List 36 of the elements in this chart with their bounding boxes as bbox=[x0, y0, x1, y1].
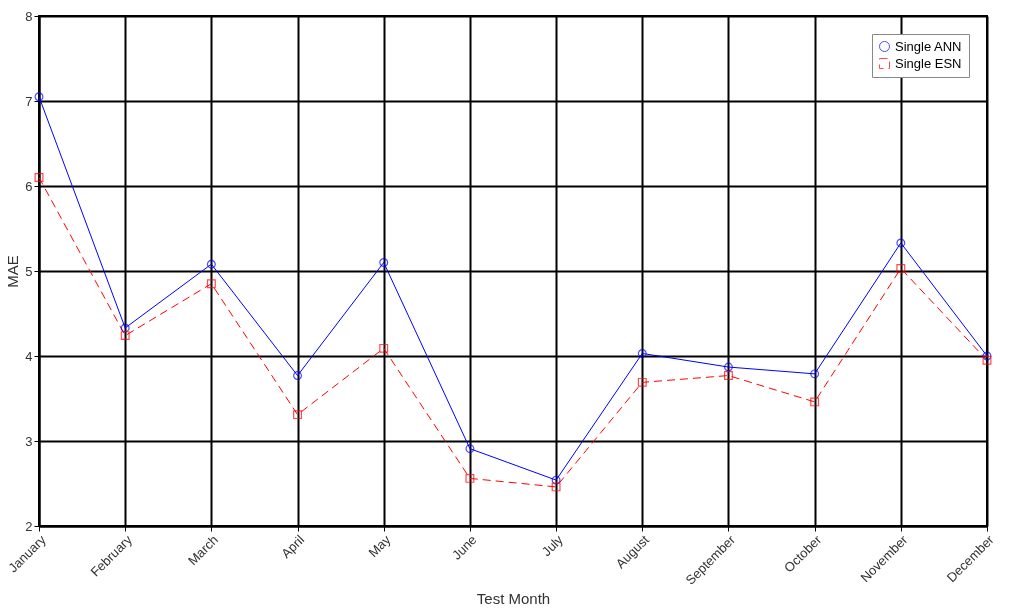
y-tick-label: 2 bbox=[25, 518, 33, 534]
point bbox=[379, 258, 389, 267]
point bbox=[982, 355, 992, 365]
y-tick-label: 7 bbox=[25, 93, 33, 109]
point bbox=[465, 444, 475, 454]
point bbox=[293, 371, 303, 381]
point bbox=[810, 369, 820, 379]
x-tick-label: July bbox=[538, 531, 567, 560]
point bbox=[896, 263, 906, 273]
point bbox=[723, 362, 733, 372]
point bbox=[896, 238, 906, 248]
y-tick-label: 4 bbox=[25, 348, 33, 364]
point bbox=[637, 348, 647, 358]
y-tick-label: 8 bbox=[25, 8, 33, 24]
y-tick-label: 6 bbox=[25, 178, 33, 194]
point bbox=[206, 279, 216, 289]
y-tick-label: 5 bbox=[25, 263, 33, 279]
point bbox=[34, 173, 44, 182]
point bbox=[637, 377, 647, 387]
point bbox=[206, 259, 216, 269]
point bbox=[723, 371, 733, 381]
legend-label: Single ANN bbox=[895, 38, 962, 54]
x-tick-label: May bbox=[365, 531, 394, 561]
legend-label: Single ESN bbox=[895, 55, 962, 71]
point bbox=[465, 473, 475, 483]
y-tick-label: 3 bbox=[25, 433, 33, 449]
point bbox=[810, 397, 820, 407]
point bbox=[120, 323, 130, 333]
point bbox=[982, 351, 992, 361]
point bbox=[120, 331, 130, 341]
point bbox=[551, 482, 561, 492]
y-axis-title: MAE bbox=[4, 255, 22, 288]
point bbox=[293, 410, 303, 420]
x-axis-title: Test Month bbox=[476, 589, 551, 607]
point bbox=[379, 343, 389, 353]
point bbox=[551, 475, 561, 485]
